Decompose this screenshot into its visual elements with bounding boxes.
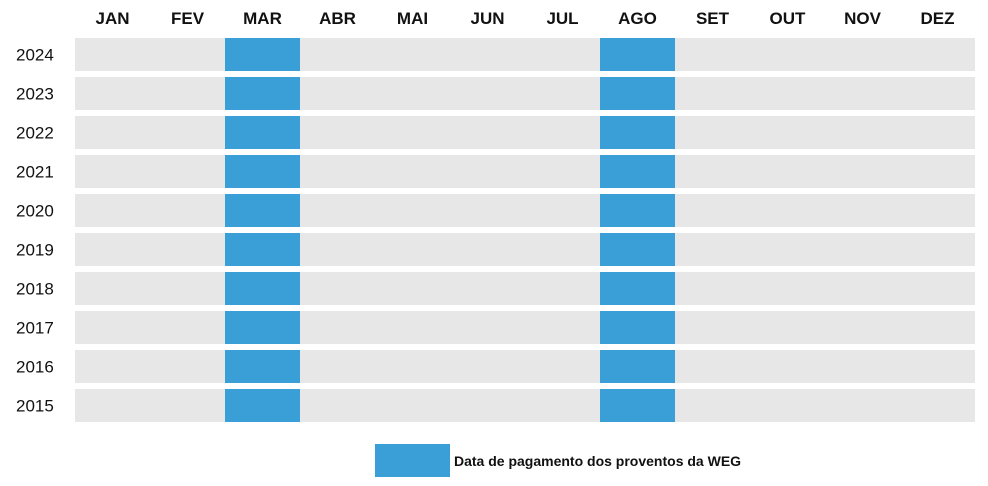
- month-label-jun: JUN: [470, 9, 504, 28]
- row-background: [75, 116, 975, 149]
- year-row-2015: 2015: [16, 389, 975, 422]
- year-row-2019: 2019: [16, 233, 975, 266]
- year-label-2015: 2015: [16, 397, 54, 416]
- month-label-out: OUT: [770, 9, 807, 28]
- payment-cell-2024-mar: [225, 38, 300, 71]
- payment-cell-2024-ago: [600, 38, 675, 71]
- year-row-2020: 2020: [16, 194, 975, 227]
- year-row-2018: 2018: [16, 272, 975, 305]
- payment-cell-2019-mar: [225, 233, 300, 266]
- row-background: [75, 155, 975, 188]
- year-row-2017: 2017: [16, 311, 975, 344]
- payment-cell-2020-mar: [225, 194, 300, 227]
- month-label-mai: MAI: [397, 9, 428, 28]
- payment-cell-2023-mar: [225, 77, 300, 110]
- year-label-2022: 2022: [16, 124, 54, 143]
- year-row-2022: 2022: [16, 116, 975, 149]
- year-label-2018: 2018: [16, 280, 54, 299]
- row-background: [75, 272, 975, 305]
- payment-cell-2021-mar: [225, 155, 300, 188]
- year-row-2024: 2024: [16, 38, 975, 71]
- payment-cell-2017-ago: [600, 311, 675, 344]
- legend-label: Data de pagamento dos proventos da WEG: [454, 453, 741, 469]
- payment-cell-2022-mar: [225, 116, 300, 149]
- month-label-fev: FEV: [171, 9, 205, 28]
- month-label-jul: JUL: [546, 9, 578, 28]
- year-label-2021: 2021: [16, 163, 54, 182]
- payment-cell-2018-mar: [225, 272, 300, 305]
- payment-cell-2016-mar: [225, 350, 300, 383]
- year-label-2019: 2019: [16, 241, 54, 260]
- month-label-abr: ABR: [319, 9, 356, 28]
- year-row-2021: 2021: [16, 155, 975, 188]
- year-row-2023: 2023: [16, 77, 975, 110]
- row-background: [75, 233, 975, 266]
- payment-cell-2020-ago: [600, 194, 675, 227]
- payment-cell-2021-ago: [600, 155, 675, 188]
- year-label-2016: 2016: [16, 358, 54, 377]
- month-label-mar: MAR: [243, 9, 282, 28]
- month-label-nov: NOV: [844, 9, 882, 28]
- row-background: [75, 350, 975, 383]
- month-label-ago: AGO: [618, 9, 657, 28]
- payment-cell-2016-ago: [600, 350, 675, 383]
- row-background: [75, 77, 975, 110]
- month-label-jan: JAN: [95, 9, 129, 28]
- row-background: [75, 38, 975, 71]
- row-background: [75, 194, 975, 227]
- payment-cell-2017-mar: [225, 311, 300, 344]
- payment-cell-2015-mar: [225, 389, 300, 422]
- legend-swatch: [375, 444, 450, 477]
- year-label-2023: 2023: [16, 85, 54, 104]
- row-background: [75, 311, 975, 344]
- payment-cell-2018-ago: [600, 272, 675, 305]
- year-row-2016: 2016: [16, 350, 975, 383]
- payment-cell-2019-ago: [600, 233, 675, 266]
- year-label-2017: 2017: [16, 319, 54, 338]
- payment-cell-2022-ago: [600, 116, 675, 149]
- month-label-set: SET: [696, 9, 730, 28]
- year-rows: 2024 2023 2022 2021 2020 2019 2018 2017 2016 2015: [16, 38, 975, 422]
- month-labels: JAN FEV MAR ABR MAI JUN JUL AGO SET OUT NOV DEZ: [95, 9, 954, 28]
- payment-cell-2023-ago: [600, 77, 675, 110]
- year-label-2020: 2020: [16, 202, 54, 221]
- legend: Data de pagamento dos proventos da WEG: [375, 444, 741, 477]
- row-background: [75, 389, 975, 422]
- payment-cell-2015-ago: [600, 389, 675, 422]
- month-label-dez: DEZ: [921, 9, 955, 28]
- year-label-2024: 2024: [16, 46, 54, 65]
